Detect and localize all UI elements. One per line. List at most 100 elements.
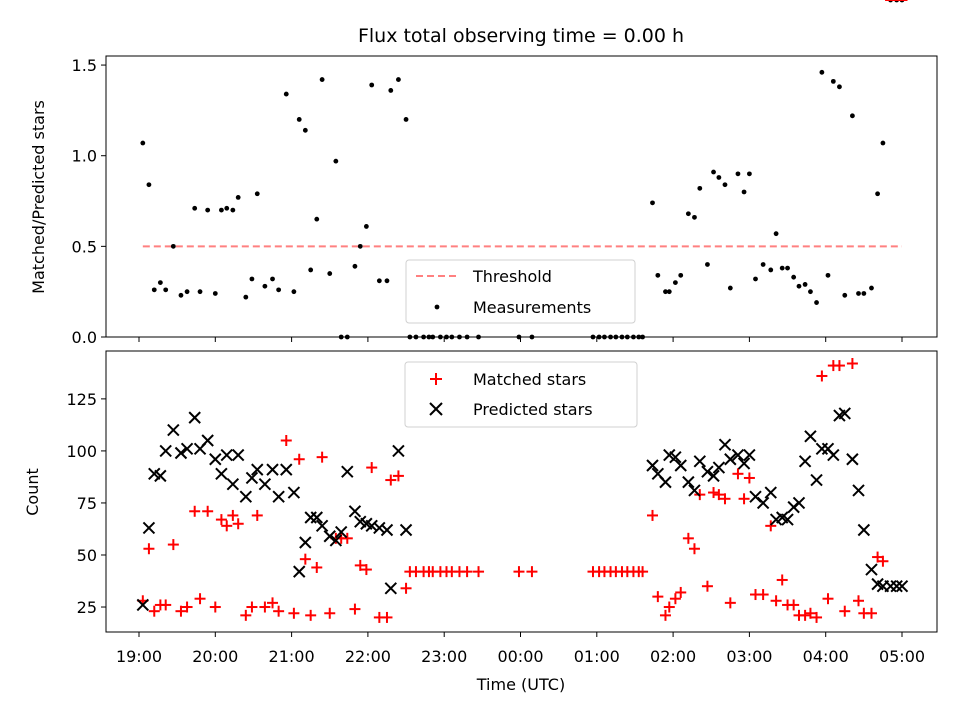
x-tick-label: 22:00: [345, 647, 391, 666]
predicted-star-point: [287, 486, 301, 499]
measurement-point: [842, 292, 848, 298]
matched-star-point: [392, 470, 404, 482]
matched-star-point: [400, 582, 412, 594]
matched-star-point: [385, 474, 397, 486]
matched-star-point: [652, 591, 664, 603]
legend-predicted-label: Predicted stars: [473, 400, 593, 419]
y-tick-label: 0.5: [72, 237, 97, 256]
predicted-star-point: [865, 563, 878, 576]
matched-star-point: [288, 607, 300, 619]
x-axis-label: Time (UTC): [476, 675, 565, 694]
matched-star-point: [682, 532, 694, 544]
matched-star-point: [160, 599, 172, 611]
measurement-point: [692, 214, 697, 220]
predicted-star-point: [724, 453, 737, 466]
measurement-point: [819, 69, 825, 75]
measurement-point: [685, 211, 691, 217]
legend-measurements-label: Measurements: [473, 298, 591, 317]
matched-star-point: [637, 566, 649, 578]
predicted-star-point: [712, 461, 726, 474]
legend-matched-swatch: [430, 373, 442, 385]
measurement-point: [254, 191, 260, 197]
measurement-point: [308, 267, 314, 273]
measurement-point: [296, 117, 302, 122]
matched-star-point: [708, 487, 720, 499]
measurement-point: [802, 282, 808, 287]
predicted-star-point: [392, 444, 405, 458]
predicted-star-point: [251, 463, 264, 476]
matched-star-point: [259, 601, 271, 613]
measurement-point: [235, 195, 241, 200]
matched-star-point: [688, 543, 700, 555]
measurement-point: [363, 224, 369, 229]
measurement-point: [270, 276, 275, 282]
measurement-point: [314, 216, 320, 222]
y-tick-label: 75: [77, 494, 97, 513]
matched-star-point: [349, 603, 361, 615]
measurement-point: [376, 278, 382, 284]
measurement-point: [711, 169, 716, 175]
measurement-point: [760, 262, 766, 267]
matched-star-point: [280, 435, 292, 447]
predicted-star-point: [329, 534, 343, 547]
matched-star-point: [839, 605, 851, 617]
matched-star-point: [202, 505, 214, 517]
measurement-point: [140, 140, 146, 146]
predicted-star-point: [838, 407, 851, 420]
measurement-point: [705, 262, 710, 267]
measurement-point: [369, 82, 375, 88]
top-marks: [140, 0, 905, 340]
measurement-point: [779, 265, 785, 271]
measurement-point: [384, 278, 390, 284]
measurement-point: [735, 171, 741, 177]
predicted-star-point: [215, 467, 228, 481]
matched-star-point: [246, 601, 258, 613]
bottom-x-ticks: 19:00 20:00 21:00 22:00 23:00 00:00 01:00 02:00…: [116, 632, 925, 666]
y-tick-label: 125: [66, 390, 97, 409]
bottom-legend-box: [404, 361, 638, 428]
predicted-star-point: [167, 423, 180, 437]
predicted-star-point: [226, 478, 240, 491]
predicted-star-point: [646, 459, 659, 472]
predicted-star-point: [682, 475, 695, 489]
matched-star-point: [175, 605, 187, 617]
matched-star-point: [770, 595, 782, 607]
top-axes-frame: [105, 55, 938, 338]
x-tick-label: 02:00: [650, 647, 696, 666]
matched-star-point: [776, 574, 788, 586]
measurement-point: [856, 291, 861, 296]
top-legend: Threshold Measurements: [405, 259, 636, 324]
matched-star-point: [273, 605, 285, 617]
measurement-point: [192, 205, 198, 211]
predicted-star-point: [380, 523, 394, 537]
measurement-point: [727, 285, 733, 291]
matched-star-point: [293, 453, 305, 465]
measurement-point: [276, 287, 282, 293]
predicted-star-point: [365, 519, 378, 533]
predicted-star-point: [266, 463, 279, 476]
x-tick-label: 03:00: [726, 647, 772, 666]
measurement-point: [184, 289, 190, 295]
x-tick-label: 23:00: [421, 647, 467, 666]
measurement-point: [814, 300, 819, 305]
measurement-point: [262, 283, 268, 289]
predicted-star-point: [731, 448, 745, 462]
matched-star-point: [221, 520, 233, 532]
matched-star-point: [251, 509, 263, 521]
predicted-star-point: [852, 484, 865, 497]
predicted-star-point: [846, 453, 859, 466]
measurement-point: [224, 205, 230, 211]
matched-star-point: [804, 607, 816, 619]
measurement-point: [291, 289, 297, 295]
measurement-point: [747, 171, 752, 177]
matched-star-point: [240, 609, 252, 621]
bottom-y-axis-label: Count: [23, 468, 42, 516]
measurement-point: [205, 207, 211, 213]
y-tick-label: 25: [77, 598, 97, 617]
legend-threshold-label: Threshold: [472, 267, 552, 286]
measurement-point: [655, 272, 661, 278]
matched-star-point: [473, 566, 485, 578]
measurement-point: [319, 77, 325, 82]
matched-star-point: [267, 597, 279, 609]
y-tick-label: 1.0: [72, 147, 97, 166]
